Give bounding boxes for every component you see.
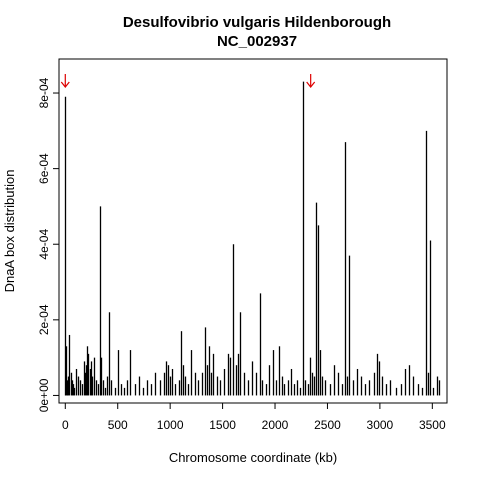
y-tick-label: 6e-04 [37,153,51,184]
y-tick-label: 2e-04 [37,304,51,335]
y-axis: 0e+00 2e-04 4e-04 6e-04 8e-04 [37,77,59,412]
chart-title-line1: Desulfovibrio vulgaris Hildenborough [123,14,391,31]
x-axis-label: Chromosome coordinate (kb) [169,450,337,465]
x-tick-label: 2000 [262,418,289,432]
bars-group [64,81,441,396]
arrow-marker-icon [306,74,316,88]
x-tick-label: 1000 [157,418,184,432]
arrows-group [60,74,316,88]
x-tick-label: 2500 [314,418,341,432]
x-axis: 0 500 1000 1500 2000 2500 3000 3500 [62,402,446,432]
y-axis-label: DnaA box distribution [2,170,17,293]
x-tick-label: 1500 [209,418,236,432]
x-tick-label: 500 [108,418,128,432]
y-tick-label: 8e-04 [37,77,51,108]
x-tick-label: 0 [62,418,69,432]
chart-title-line2: NC_002937 [217,33,297,50]
plot-area-frame [58,58,448,404]
arrow-marker-icon [60,74,70,88]
x-tick-label: 3500 [419,418,446,432]
y-tick-label: 0e+00 [37,378,51,412]
x-tick-label: 3000 [367,418,394,432]
y-tick-label: 4e-04 [37,229,51,260]
